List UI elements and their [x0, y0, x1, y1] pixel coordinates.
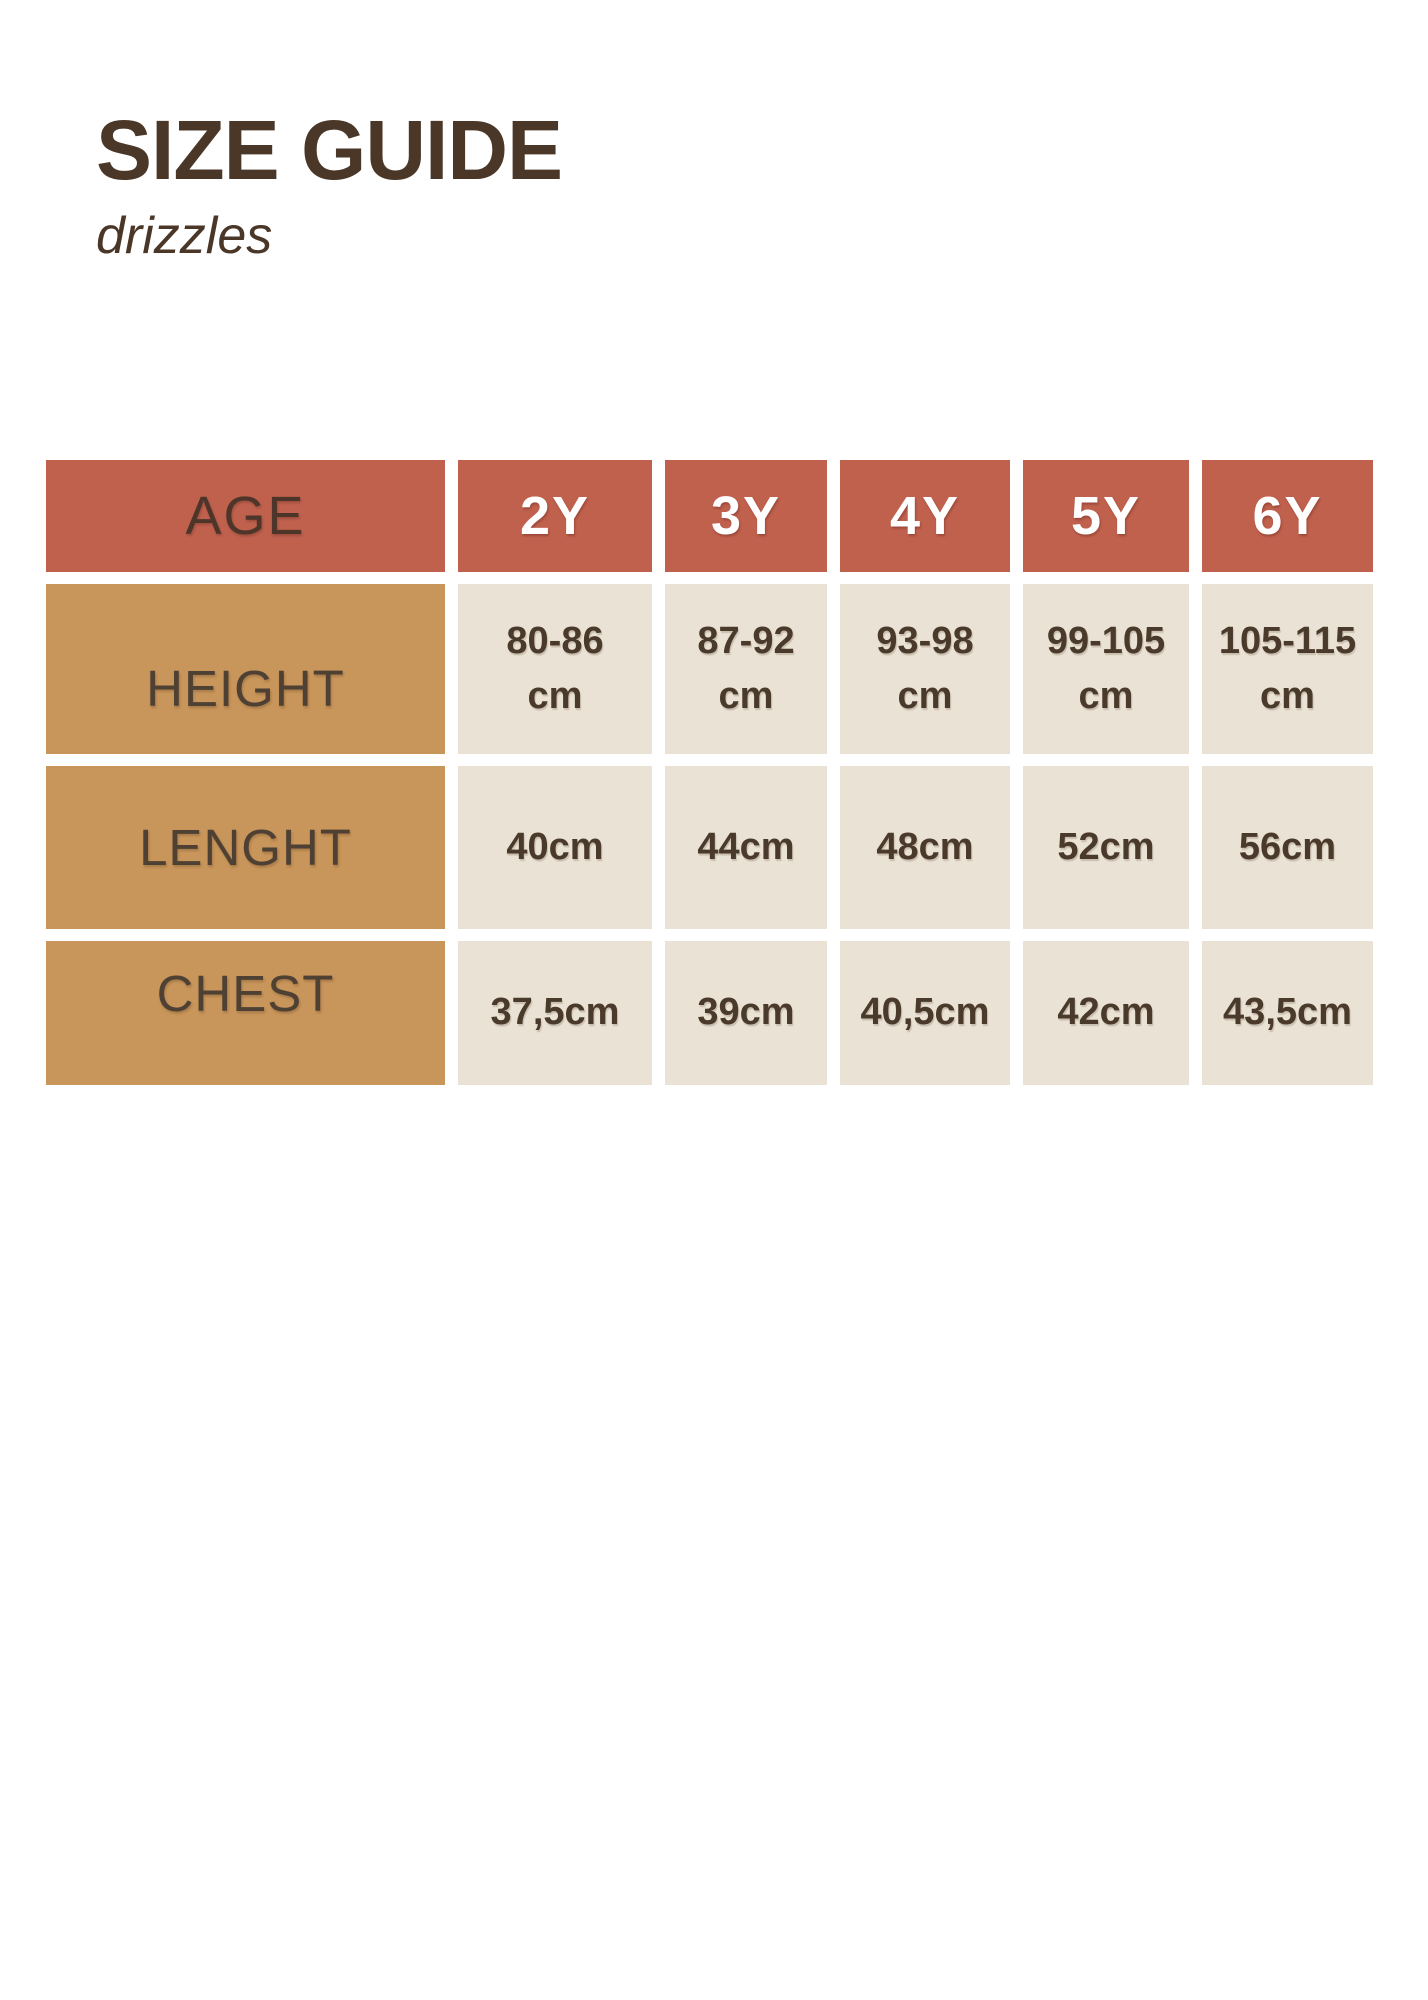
cell-text: 39cm: [697, 991, 795, 1034]
cell-text: 87-92 cm: [697, 619, 795, 717]
cell-text: 93-98 cm: [876, 619, 974, 717]
page-title: SIZE GUIDE: [96, 103, 563, 197]
cell-lenght-6y: 56cm: [1202, 766, 1373, 929]
cell-height-4y: 93-98 cm: [840, 584, 1010, 754]
cell-height-2y: 80-86 cm: [458, 584, 652, 754]
row-label-chest: CHEST: [46, 941, 445, 1085]
cell-text: 80-86 cm: [506, 619, 604, 717]
cell-text: 56cm: [1238, 825, 1337, 868]
cell-lenght-2y: 40cm: [458, 766, 652, 929]
cell-height-3y: 87-92 cm: [665, 584, 827, 754]
cell-chest-2y: 37,5cm: [458, 941, 652, 1085]
header-cell-4y: 4Y: [840, 460, 1010, 572]
row-label-height: HEIGHT: [46, 584, 445, 754]
brand-subtitle: drizzles: [96, 207, 273, 265]
cell-chest-5y: 42cm: [1023, 941, 1189, 1085]
cell-lenght-4y: 48cm: [840, 766, 1010, 929]
cell-lenght-5y: 52cm: [1023, 766, 1189, 929]
cell-text: 42cm: [1057, 991, 1155, 1034]
cell-text: 105-115 cm: [1218, 619, 1357, 717]
header-cell-6y: 6Y: [1202, 460, 1373, 572]
cell-chest-3y: 39cm: [665, 941, 827, 1085]
cell-text: 40,5cm: [860, 991, 990, 1034]
cell-text: 99-105 cm: [1046, 619, 1166, 717]
cell-height-6y: 105-115 cm: [1202, 584, 1373, 754]
cell-text: 40cm: [506, 825, 604, 868]
cell-text: 37,5cm: [490, 991, 620, 1034]
cell-height-5y: 99-105 cm: [1023, 584, 1189, 754]
cell-text: 44cm: [697, 825, 795, 868]
cell-chest-6y: 43,5cm: [1202, 941, 1373, 1085]
cell-text: 43,5cm: [1223, 991, 1352, 1034]
header-cell-3y: 3Y: [665, 460, 827, 572]
header-cell-age: AGE: [46, 460, 445, 572]
cell-text: 52cm: [1057, 825, 1155, 868]
size-guide-table: AGE 2Y 3Y 4Y 5Y 6Y HEIGHT 80-86 cm 87-92…: [46, 460, 1373, 1085]
header-cell-5y: 5Y: [1023, 460, 1189, 572]
row-label-lenght: LENGHT: [46, 766, 445, 929]
cell-lenght-3y: 44cm: [665, 766, 827, 929]
cell-text: 48cm: [876, 825, 974, 868]
cell-chest-4y: 40,5cm: [840, 941, 1010, 1085]
header-cell-2y: 2Y: [458, 460, 652, 572]
